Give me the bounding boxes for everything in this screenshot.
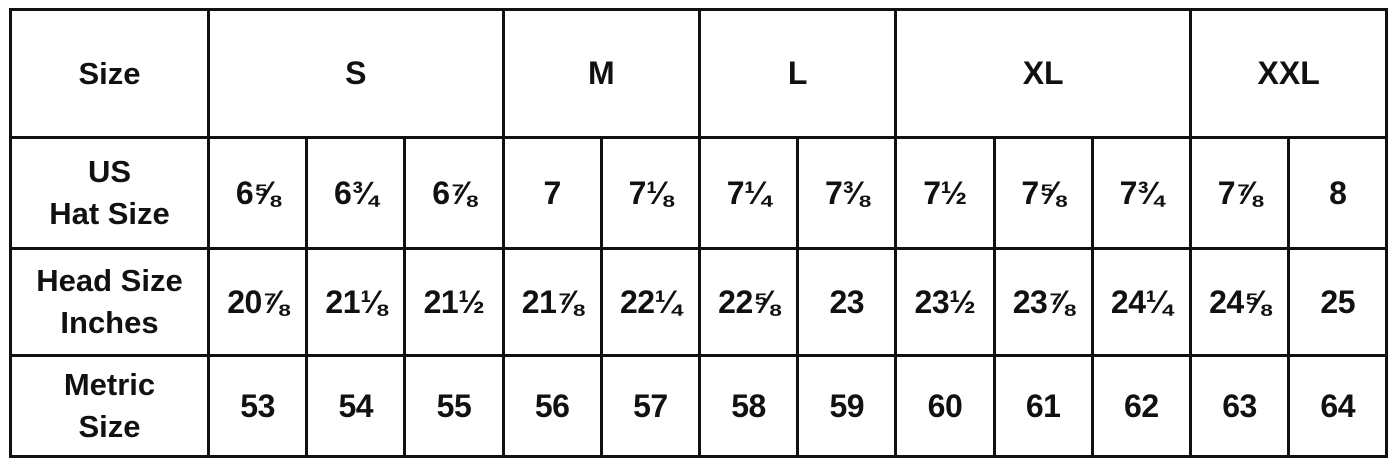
table-cell: 23⅞ xyxy=(992,247,1094,357)
table-cell: 24⅝ xyxy=(1188,247,1291,357)
table-cell: 61 xyxy=(992,354,1094,458)
table-cell: 56 xyxy=(501,354,603,458)
table-cell: 62 xyxy=(1090,354,1192,458)
table-row: Metric Size 53 54 55 56 57 58 59 60 61 62 63 64 xyxy=(9,354,1389,458)
table-cell: 53 xyxy=(206,354,309,458)
row-label-line1: Metric xyxy=(63,367,156,402)
row-label: Metric Size xyxy=(9,354,210,458)
row-label-line2: Hat Size xyxy=(49,196,170,231)
table-cell: 7⅛ xyxy=(599,136,701,250)
table-cell: 7¾ xyxy=(1090,136,1192,250)
table-cell: 6¾ xyxy=(305,136,407,250)
table-cell: 59 xyxy=(796,354,898,458)
row-label-line2: Size xyxy=(78,409,141,444)
table-cell: 21⅛ xyxy=(305,247,407,357)
size-header-m: M xyxy=(501,8,701,139)
size-header-xxl: XXL xyxy=(1188,8,1389,139)
size-header-xl: XL xyxy=(894,8,1192,139)
row-label-line1: US xyxy=(87,154,132,189)
table-cell: 22⅝ xyxy=(697,247,800,357)
table-cell: 21½ xyxy=(403,247,505,357)
row-label-line1: Head Size xyxy=(36,263,183,298)
table-cell: 58 xyxy=(697,354,800,458)
row-label: Head Size Inches xyxy=(9,247,210,357)
table-cell: 7⅜ xyxy=(796,136,898,250)
size-header-label: Size xyxy=(9,8,210,139)
hat-size-chart: Size S M L XL XXL US Hat Size 6⅝ 6¾ 6⅞ 7 7⅛ 7¼ 7⅜ 7½ 7… xyxy=(9,8,1389,458)
size-header-s: S xyxy=(207,8,505,139)
table-cell: 7¼ xyxy=(697,136,800,250)
table-cell: 7⅝ xyxy=(992,136,1094,250)
table-cell: 23 xyxy=(796,247,898,357)
table-cell: 54 xyxy=(305,354,407,458)
table-cell: 8 xyxy=(1287,136,1389,250)
table-cell: 24¼ xyxy=(1090,247,1192,357)
table-cell: 23½ xyxy=(894,247,996,357)
table-row: US Hat Size 6⅝ 6¾ 6⅞ 7 7⅛ 7¼ 7⅜ 7½ 7⅝ 7¾ 7⅞ 8 xyxy=(9,136,1389,250)
row-label-line2: Inches xyxy=(60,305,159,340)
row-label: US Hat Size xyxy=(9,136,210,250)
size-header-l: L xyxy=(697,8,898,139)
table-cell: 57 xyxy=(599,354,701,458)
size-header-row: Size S M L XL XXL xyxy=(9,8,1389,139)
table-cell: 6⅞ xyxy=(403,136,505,250)
table-cell: 7½ xyxy=(894,136,996,250)
table-cell: 6⅝ xyxy=(206,136,309,250)
table-cell: 21⅞ xyxy=(501,247,603,357)
table-cell: 22¼ xyxy=(599,247,701,357)
table-cell: 25 xyxy=(1287,247,1389,357)
table-cell: 7 xyxy=(501,136,603,250)
table-cell: 60 xyxy=(894,354,996,458)
table-cell: 64 xyxy=(1287,354,1389,458)
table-cell: 7⅞ xyxy=(1188,136,1291,250)
table-cell: 20⅞ xyxy=(206,247,309,357)
table-cell: 63 xyxy=(1188,354,1291,458)
table-cell: 55 xyxy=(403,354,505,458)
table-row: Head Size Inches 20⅞ 21⅛ 21½ 21⅞ 22¼ 22⅝ 23 23½ 23… xyxy=(9,247,1389,357)
